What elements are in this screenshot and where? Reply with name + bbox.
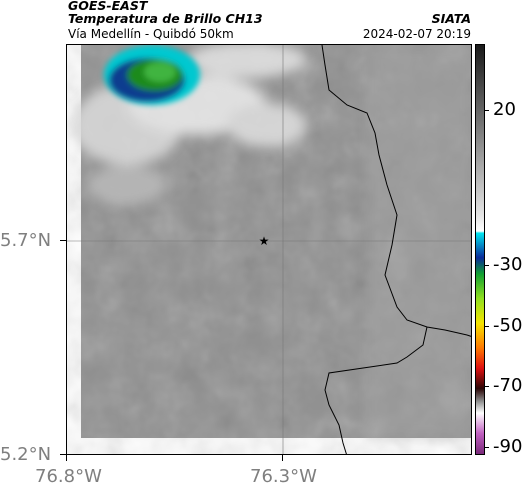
colorbar-label: 20 (493, 99, 516, 120)
colorbar-tick (485, 265, 489, 266)
colorbar-tick (485, 447, 489, 448)
colorbar-label: -70 (493, 375, 523, 396)
star-icon: ★ (259, 234, 270, 248)
y-tick (60, 454, 66, 455)
y-tick (60, 240, 66, 241)
x-axis-label: 76.3°W (250, 466, 317, 487)
timestamp-label: 2024-02-07 20:19 (362, 27, 471, 41)
x-tick (66, 455, 67, 461)
map-title-line2: Temperatura de Brillo CH13 (68, 11, 263, 26)
boundary-line (321, 45, 471, 337)
colorbar-label: -90 (493, 436, 523, 457)
map-subtitle: Vía Medellín - Quibdó 50km (68, 27, 234, 41)
y-axis-label: 5.2°N (0, 444, 52, 465)
x-tick (282, 455, 283, 461)
x-axis-label: 76.8°W (35, 466, 102, 487)
colorbar-label: -30 (493, 254, 523, 275)
map-title-line1: GOES-EAST (68, 0, 148, 13)
satellite-map: ★ (66, 44, 472, 455)
colorbar-tick (485, 386, 489, 387)
organization-label: SIATA (431, 11, 471, 26)
convective-cloud (104, 45, 200, 105)
colorbar-tick (485, 110, 489, 111)
colorbar (475, 44, 485, 455)
y-axis-label: 5.7°N (0, 230, 52, 251)
boundary-line-south (324, 326, 428, 454)
colorbar-tick (485, 326, 489, 327)
colorbar-label: -50 (493, 315, 523, 336)
